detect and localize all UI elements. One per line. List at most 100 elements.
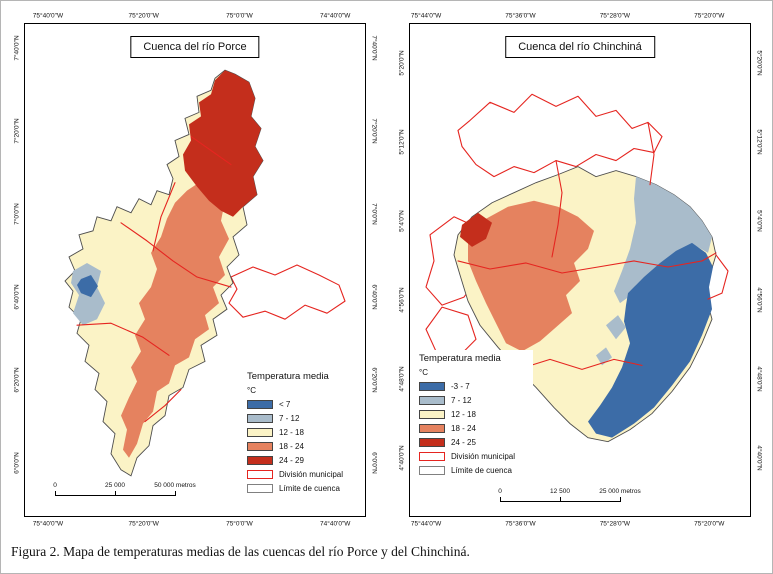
chinchina-cold-blob [606, 315, 626, 340]
lon-label: 75°20'0"W [694, 520, 725, 528]
porce-legend: Temperatura media °C < 7 7 - 12 12 - 18 … [241, 368, 361, 500]
lat-label: 7°40'0"N [13, 35, 20, 61]
lon-label: 75°20'0"W [694, 12, 725, 20]
lon-label: 75°28'0"W [599, 520, 631, 528]
porce-map-title: Cuenca del río Porce [130, 36, 260, 58]
lat-label: 6°0'0"N [13, 451, 20, 474]
lon-label: 75°36'0"W [505, 12, 536, 20]
porce-municipal-lines [76, 135, 232, 423]
legend-swatch-municipal [247, 469, 273, 479]
porce-map-frame: Cuenca del río Porce Temperatura media °… [24, 23, 366, 517]
lat-label: 7°20'0"N [370, 118, 377, 144]
lat-label: 4°40'0"N [755, 445, 762, 471]
lat-label: 6°40'0"N [370, 284, 377, 310]
legend-label: -3 - 7 [451, 381, 470, 391]
lon-label: 75°20'0"W [128, 12, 159, 20]
scalebar-bar [55, 491, 176, 496]
porce-axis-bottom: 75°40'0"W 75°20'0"W 75°0'0"W 74°40'0"W [24, 517, 366, 531]
legend-row: 18 - 24 [247, 441, 355, 451]
legend-unit: °C [247, 386, 256, 395]
lat-label: 7°40'0"N [370, 35, 377, 61]
legend-label: 7 - 12 [279, 413, 300, 423]
lon-label: 75°44'0"W [410, 520, 442, 528]
legend-swatch-12-18 [247, 427, 273, 437]
lat-label: 5°4'0"N [755, 209, 762, 232]
figure-caption: Figura 2. Mapa de temperaturas medias de… [11, 544, 470, 559]
legend-label: 7 - 12 [451, 395, 472, 405]
legend-swatch-18-24 [247, 441, 273, 451]
legend-swatch-7-12 [247, 413, 273, 423]
chinchina-legend: Temperatura media °C -3 - 7 7 - 12 12 - … [413, 350, 533, 482]
legend-swatch-12-18 [419, 409, 445, 419]
scalebar-label: 0 [498, 488, 502, 495]
legend-swatch-24-29 [247, 455, 273, 465]
lon-label: 74°40'0"W [320, 12, 351, 20]
lon-label: 75°40'0"W [32, 520, 64, 528]
legend-label: < 7 [279, 399, 291, 409]
porce-map [64, 69, 346, 477]
legend-row: 12 - 18 [419, 409, 527, 419]
lon-label: 75°0'0"W [226, 520, 253, 528]
chinchina-map-frame: Cuenca del río Chinchiná Temperatura med… [409, 23, 751, 517]
legend-label: División municipal [279, 469, 344, 479]
lat-label: 4°56'0"N [398, 286, 405, 313]
chinchina-axis-right: 5°20'0"N 5°12'0"N 5°4'0"N 4°56'0"N 4°48'… [751, 23, 766, 517]
lat-label: 4°40'0"N [398, 445, 405, 471]
scalebar-label: 12 500 [550, 488, 570, 495]
legend-swatch-24-25 [419, 437, 445, 447]
chinchina-map-title: Cuenca del río Chinchiná [505, 36, 655, 58]
lat-label: 6°20'0"N [370, 367, 377, 393]
porce-municipal-outside [228, 264, 346, 320]
lat-label: 6°20'0"N [13, 367, 20, 393]
scalebar-label: 25 000 metros [599, 488, 641, 495]
porce-scalebar: 0 25 000 50 000 metros [51, 482, 226, 500]
chinchina-region-24-25 [460, 212, 492, 247]
legend-label: Límite de cuenca [279, 483, 340, 493]
legend-row: 18 - 24 [419, 423, 527, 433]
legend-swatch-basin [247, 483, 273, 493]
lon-label: 75°0'0"W [226, 12, 253, 20]
legend-title: Temperatura media [247, 371, 329, 382]
lat-label: 7°0'0"N [13, 202, 20, 225]
scalebar-bar [500, 497, 621, 502]
legend-row: 24 - 29 [247, 455, 355, 465]
legend-row: División municipal [247, 469, 355, 479]
legend-label: 18 - 24 [451, 423, 476, 433]
lat-label: 4°48'0"N [755, 366, 762, 392]
scalebar-tick [115, 491, 116, 495]
legend-label: 24 - 25 [451, 437, 476, 447]
lon-label: 75°28'0"W [599, 12, 631, 20]
legend-label: 18 - 24 [279, 441, 304, 451]
legend-swatch-18-24 [419, 423, 445, 433]
lat-label: 4°48'0"N [398, 366, 405, 392]
legend-title: Temperatura media [419, 353, 501, 364]
legend-label: 12 - 18 [451, 409, 476, 419]
lat-label: 5°20'0"N [755, 49, 762, 76]
legend-unit: °C [419, 368, 428, 377]
legend-row: Límite de cuenca [419, 465, 527, 475]
lon-label: 75°40'0"W [32, 12, 64, 20]
porce-region-24-29 [183, 70, 263, 217]
chinchina-scalebar: 0 12 500 25 000 metros [496, 488, 671, 506]
scalebar-tick [500, 497, 501, 501]
legend-label: 24 - 29 [279, 455, 304, 465]
porce-region-18-24 [121, 182, 229, 458]
scalebar-label: 50 000 metros [154, 482, 196, 489]
map-panel-chinchina: 75°44'0"W 75°36'0"W 75°28'0"W 75°20'0"W … [394, 9, 766, 531]
chinchina-region-18-24 [468, 200, 594, 352]
lat-label: 5°4'0"N [398, 209, 405, 232]
chinchina-axis-top: 75°44'0"W 75°36'0"W 75°28'0"W 75°20'0"W [409, 9, 751, 23]
legend-swatch-lt7 [247, 399, 273, 409]
legend-label: División municipal [451, 451, 516, 461]
lat-label: 6°0'0"N [370, 451, 377, 474]
lat-label: 5°12'0"N [755, 128, 762, 155]
lat-label: 7°20'0"N [13, 118, 20, 144]
legend-swatch-municipal [419, 451, 445, 461]
scalebar-tick [55, 491, 56, 495]
scalebar-tick [620, 497, 621, 501]
scalebar-label: 25 000 [105, 482, 125, 489]
legend-swatch-7-12 [419, 395, 445, 405]
porce-axis-top: 75°40'0"W 75°20'0"W 75°0'0"W 74°40'0"W [24, 9, 366, 23]
porce-axis-right: 7°40'0"N 7°20'0"N 7°0'0"N 6°40'0"N 6°20'… [366, 23, 381, 517]
